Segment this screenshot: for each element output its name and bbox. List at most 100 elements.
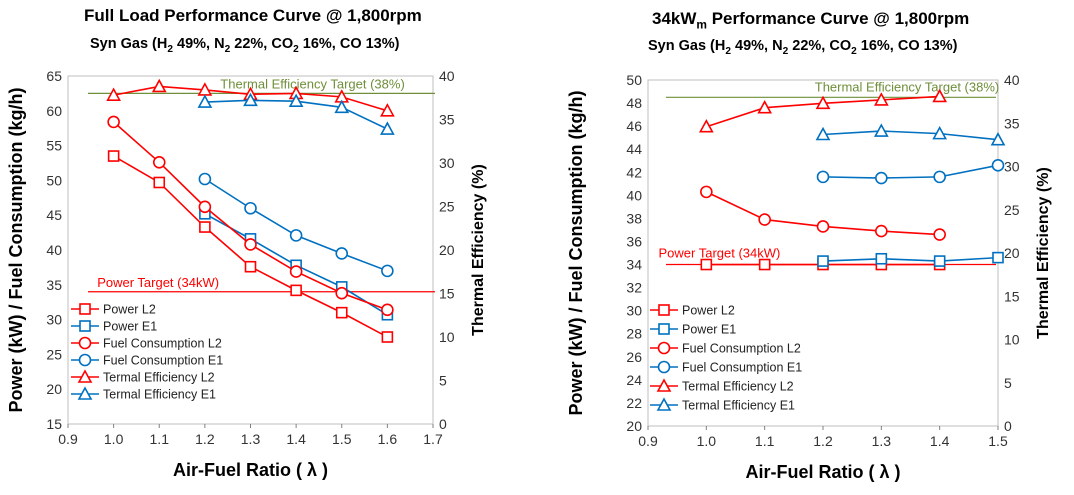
- subtitle-sub: 2: [851, 45, 857, 57]
- data-point: [78, 353, 92, 367]
- y-tick-label: 20: [46, 381, 62, 397]
- data-point: [932, 88, 948, 103]
- y-tick-label: 45: [46, 207, 62, 223]
- y-tick-label: 40: [626, 187, 642, 203]
- y-tick-label: 15: [46, 416, 62, 432]
- subtitle-part: Syn Gas (H: [90, 36, 168, 52]
- y-tick-label: 65: [46, 68, 62, 84]
- y-tick-label: 55: [46, 138, 62, 154]
- data-point: [288, 93, 304, 108]
- data-point: [658, 323, 670, 335]
- data-point: [933, 170, 946, 184]
- legend-label: Fuel Consumption L2: [682, 342, 801, 356]
- y-axis-label: Power (kW) / Fuel Consumption (kg/h): [6, 88, 26, 413]
- data-point: [243, 92, 258, 107]
- data-point: [78, 336, 92, 350]
- data-point: [990, 132, 1006, 146]
- data-point: [335, 286, 349, 300]
- data-point: [815, 95, 831, 110]
- data-point: [991, 159, 1005, 172]
- y-tick-label: 44: [626, 141, 642, 157]
- data-point: [700, 185, 713, 199]
- x-axis-label: Air-Fuel Ratio ( λ ): [745, 462, 900, 482]
- y2-tick-label: 10: [1004, 332, 1020, 348]
- chart-svg-full-load: 0.9 1.0 1.1 1.2 1.3 1.4 1.5 1.6 1.7 15 20 25 30 35 40 4…: [6, 68, 487, 480]
- series-line: [822, 164, 999, 179]
- y-tick-label: 38: [626, 210, 642, 226]
- legend-label: Termal Efficiency E1: [682, 399, 795, 413]
- data-point: [199, 221, 211, 233]
- y-tick-label: 22: [626, 395, 642, 411]
- y-tick-label: 28: [626, 326, 642, 342]
- data-point: [77, 369, 93, 383]
- y2-tick-label: 15: [1004, 288, 1020, 304]
- series-line: [204, 178, 388, 272]
- data-point: [106, 87, 121, 101]
- y-tick-label: 30: [626, 303, 642, 319]
- series-line: [822, 256, 999, 262]
- subtitle-part: 22%, CO: [788, 38, 852, 54]
- data-point: [197, 94, 213, 108]
- y-tick-label: 26: [626, 349, 642, 365]
- series-line: [822, 130, 999, 141]
- subtitle-part: 16%, CO 13%): [298, 36, 400, 52]
- legend-label: Power L2: [682, 304, 735, 318]
- data-point: [933, 255, 946, 267]
- y-tick-label: 50: [46, 172, 62, 188]
- x-tick-label: 1.6: [378, 431, 398, 447]
- subtitle-part: 49%, N: [173, 36, 225, 52]
- data-point: [289, 229, 303, 242]
- x-tick-label: 1.5: [988, 433, 1008, 449]
- data-point: [289, 265, 303, 278]
- y2-axis-label: Thermal Efficiency (%): [470, 164, 487, 336]
- x-tick-label: 1.0: [697, 433, 717, 449]
- data-point: [817, 255, 829, 267]
- y-tick-label: 24: [626, 372, 642, 388]
- data-point: [758, 258, 771, 271]
- y-tick-label: 32: [626, 280, 642, 296]
- data-point: [79, 320, 91, 332]
- y-tick-label: 34: [626, 257, 642, 273]
- y2-tick-label: 35: [1004, 115, 1020, 131]
- subtitle-sub: 2: [725, 45, 731, 57]
- data-point: [875, 224, 888, 238]
- reference-line-label: Thermal Efficiency Target (38%): [815, 79, 999, 94]
- y2-tick-label: 30: [439, 155, 455, 171]
- reference-line-label: Power Target (34kW): [97, 275, 219, 290]
- legend-label: Termal Efficiency E1: [103, 388, 216, 402]
- y-tick-label: 42: [626, 164, 642, 180]
- data-point: [758, 213, 771, 226]
- reference-line-label: Power Target (34kW): [659, 246, 781, 261]
- y2-axis-label: Thermal Efficiency (%): [1035, 167, 1052, 339]
- y-tick-label: 50: [626, 72, 642, 88]
- data-point: [380, 121, 395, 135]
- y2-tick-label: 10: [439, 329, 455, 345]
- x-tick-label: 0.9: [638, 433, 658, 449]
- data-point: [335, 306, 348, 319]
- data-point: [381, 303, 394, 317]
- data-point: [815, 126, 831, 141]
- x-tick-label: 1.1: [150, 431, 170, 447]
- y-tick-label: 35: [46, 277, 62, 293]
- data-point: [875, 252, 888, 265]
- data-point: [992, 251, 1004, 264]
- data-point: [875, 171, 888, 185]
- y-tick-label: 25: [46, 346, 62, 362]
- chart-title: 34kWm Performance Curve @ 1,800rpm: [652, 9, 969, 31]
- subtitle-part: 49%, N: [731, 38, 783, 54]
- data-point: [290, 284, 302, 297]
- subtitle-sub: 2: [167, 43, 173, 55]
- chart-subtitle: Syn Gas (H2 49%, N2 22%, CO2 16%, CO 13%…: [90, 36, 399, 55]
- data-point: [658, 304, 670, 316]
- x-tick-label: 1.2: [195, 431, 215, 447]
- data-point: [873, 92, 889, 106]
- chart-title-text: 34kW: [652, 9, 697, 28]
- data-point: [244, 238, 257, 251]
- data-point: [816, 170, 830, 184]
- data-point: [198, 172, 212, 186]
- y-tick-label: 40: [46, 242, 62, 258]
- legend-label: Termal Efficiency L2: [682, 380, 794, 394]
- chart-svg-34kw: 0.9 1.0 1.1 1.2 1.3 1.4 1.5 20 22 24 26 28 30 32 34 36 3…: [566, 72, 1052, 482]
- y2-tick-label: 5: [1004, 375, 1012, 391]
- data-point: [657, 341, 671, 355]
